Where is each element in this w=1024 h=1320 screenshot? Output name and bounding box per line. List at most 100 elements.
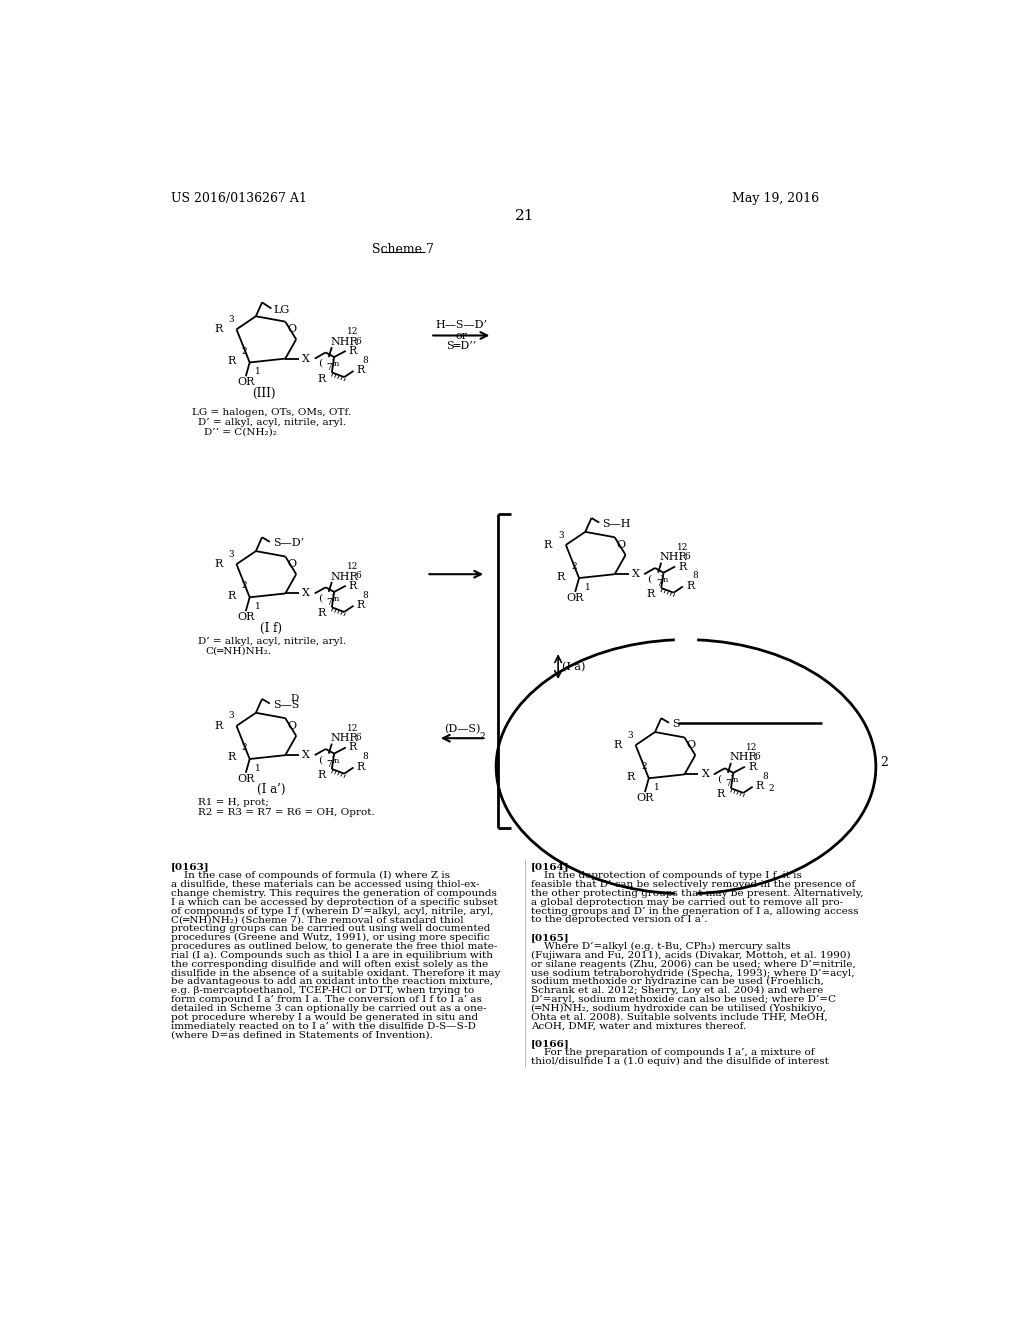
Text: a disulfide, these materials can be accessed using thiol-ex-: a disulfide, these materials can be acce… [171, 880, 479, 888]
Text: R: R [613, 741, 622, 750]
Text: R: R [214, 325, 222, 334]
Text: O: O [287, 325, 296, 334]
Text: C(═NH)NH₂) (Scheme 7). The removal of standard thiol: C(═NH)NH₂) (Scheme 7). The removal of st… [171, 916, 463, 924]
Text: X: X [302, 589, 310, 598]
Text: S—D’: S—D’ [273, 539, 304, 548]
Text: 1: 1 [654, 783, 660, 792]
Text: n: n [732, 776, 738, 784]
Text: S: S [672, 719, 680, 730]
Text: R: R [678, 561, 686, 572]
Text: R: R [349, 346, 357, 356]
Text: R: R [214, 560, 222, 569]
Text: Ohta et al. 2008). Suitable solvents include THF, MeOH,: Ohta et al. 2008). Suitable solvents inc… [531, 1012, 827, 1022]
Text: procedures (Greene and Wutz, 1991), or using more specific: procedures (Greene and Wutz, 1991), or u… [171, 933, 489, 942]
Text: ): ) [330, 359, 334, 368]
Text: In the case of compounds of formula (I) where Z is: In the case of compounds of formula (I) … [171, 871, 450, 880]
Text: 6: 6 [355, 572, 360, 581]
Text: S—H: S—H [602, 519, 631, 529]
Text: NHR: NHR [331, 733, 358, 743]
Text: X: X [302, 750, 310, 760]
Text: 6: 6 [755, 752, 760, 762]
Text: immediately reacted on to I a’ with the disulfide D-S—S-D: immediately reacted on to I a’ with the … [171, 1022, 475, 1031]
Text: (I a’): (I a’) [257, 783, 286, 796]
Text: In the deprotection of compounds of type I f, it is: In the deprotection of compounds of type… [531, 871, 802, 880]
Text: May 19, 2016: May 19, 2016 [732, 191, 819, 205]
Text: R: R [748, 762, 757, 772]
Text: X: X [632, 569, 640, 579]
Text: the corresponding disulfide and will often exist solely as the: the corresponding disulfide and will oft… [171, 960, 487, 969]
Text: 1: 1 [255, 367, 261, 376]
Text: H—S—D’: H—S—D’ [435, 319, 487, 330]
Text: R: R [686, 581, 694, 591]
Text: NHR: NHR [659, 552, 687, 562]
Text: 3: 3 [628, 731, 634, 739]
Text: R2 = R3 = R7 = R6 = OH, Oprot.: R2 = R3 = R7 = R6 = OH, Oprot. [198, 808, 375, 817]
Text: 3: 3 [228, 711, 234, 721]
Text: a global deprotection may be carried out to remove all pro-: a global deprotection may be carried out… [531, 898, 843, 907]
Text: 12: 12 [347, 723, 358, 733]
Text: 1: 1 [585, 583, 590, 591]
Text: I a which can be accessed by deprotection of a specific subset: I a which can be accessed by deprotectio… [171, 898, 498, 907]
Text: R: R [544, 540, 552, 550]
Text: n: n [334, 595, 339, 603]
Text: S═D’’: S═D’’ [446, 342, 476, 351]
Text: NHR: NHR [331, 572, 358, 582]
Text: 2: 2 [768, 784, 774, 792]
Text: R: R [317, 609, 326, 619]
Text: thiol/disulfide I a (1.0 equiv) and the disulfide of interest: thiol/disulfide I a (1.0 equiv) and the … [531, 1057, 828, 1067]
Text: OR: OR [636, 793, 653, 804]
Text: [0165]: [0165] [531, 933, 569, 942]
Text: R: R [317, 770, 326, 780]
Text: 2: 2 [571, 562, 577, 572]
Text: US 2016/0136267 A1: US 2016/0136267 A1 [171, 191, 306, 205]
Text: NHR: NHR [331, 337, 358, 347]
Text: R1 = H, prot;: R1 = H, prot; [198, 799, 268, 808]
Text: R: R [349, 742, 357, 752]
Text: R: R [349, 581, 357, 591]
Text: D’ = alkyl, acyl, nitrile, aryl.: D’ = alkyl, acyl, nitrile, aryl. [198, 636, 346, 645]
Text: 1: 1 [255, 764, 261, 774]
Text: (: ( [717, 775, 721, 784]
Text: use sodium tetraborohydride (Specha, 1993); where D’=acyl,: use sodium tetraborohydride (Specha, 199… [531, 969, 854, 978]
Text: R: R [356, 601, 365, 610]
Text: n: n [334, 756, 339, 764]
Text: R: R [356, 366, 365, 375]
Text: (III): (III) [252, 387, 275, 400]
Text: [0166]: [0166] [531, 1039, 569, 1048]
Text: D’ = alkyl, acyl, nitrile, aryl.: D’ = alkyl, acyl, nitrile, aryl. [198, 418, 346, 426]
Text: 6: 6 [355, 337, 360, 346]
Text: n: n [663, 576, 668, 583]
Text: (: ( [318, 359, 323, 368]
Text: tecting groups and D’ in the generation of I a, allowing access: tecting groups and D’ in the generation … [531, 907, 858, 916]
Text: (D—S): (D—S) [443, 723, 480, 734]
Text: O: O [287, 560, 296, 569]
Text: LG = halogen, OTs, OMs, OTf.: LG = halogen, OTs, OMs, OTf. [191, 408, 350, 417]
Text: R: R [627, 772, 635, 781]
Text: NHR: NHR [729, 752, 757, 763]
Text: ): ) [729, 775, 733, 784]
Text: Where D’=alkyl (e.g. t-Bu, CPh₃) mercury salts: Where D’=alkyl (e.g. t-Bu, CPh₃) mercury… [531, 942, 791, 950]
Text: ): ) [659, 574, 664, 583]
Text: (Fujiwara and Fu, 2011), acids (Divakar, Mottoh, et al. 1990): (Fujiwara and Fu, 2011), acids (Divakar,… [531, 950, 851, 960]
Text: R: R [317, 374, 326, 384]
Text: R: R [227, 752, 236, 763]
Text: Schrank et al. 2012; Sherry, Loy et al. 2004) and where: Schrank et al. 2012; Sherry, Loy et al. … [531, 986, 823, 995]
Text: to the deprotected version of I a’.: to the deprotected version of I a’. [531, 916, 708, 924]
Text: R: R [647, 589, 655, 599]
Text: 2: 2 [880, 756, 888, 770]
Text: R: R [214, 721, 222, 731]
Text: R: R [557, 572, 565, 582]
Text: procedures as outlined below, to generate the free thiol mate-: procedures as outlined below, to generat… [171, 942, 497, 950]
Text: (═NH)NH₂, sodium hydroxide can be utilised (Yoshikiyo,: (═NH)NH₂, sodium hydroxide can be utilis… [531, 1005, 826, 1012]
Text: For the preparation of compounds I a’, a mixture of: For the preparation of compounds I a’, a… [531, 1048, 814, 1057]
Text: (: ( [318, 594, 323, 602]
Text: (: ( [647, 574, 651, 583]
Text: 8: 8 [692, 572, 698, 581]
Text: AcOH, DMF, water and mixtures thereof.: AcOH, DMF, water and mixtures thereof. [531, 1022, 746, 1031]
Text: protecting groups can be carried out using well documented: protecting groups can be carried out usi… [171, 924, 490, 933]
Text: e.g. β-mercaptoethanol, TCEP-HCl or DTT, when trying to: e.g. β-mercaptoethanol, TCEP-HCl or DTT,… [171, 986, 474, 995]
Text: R: R [756, 781, 764, 791]
Text: X: X [701, 770, 710, 779]
Text: (where D=as defined in Statements of Invention).: (where D=as defined in Statements of Inv… [171, 1031, 432, 1040]
Text: change chemistry. This requires the generation of compounds: change chemistry. This requires the gene… [171, 888, 497, 898]
